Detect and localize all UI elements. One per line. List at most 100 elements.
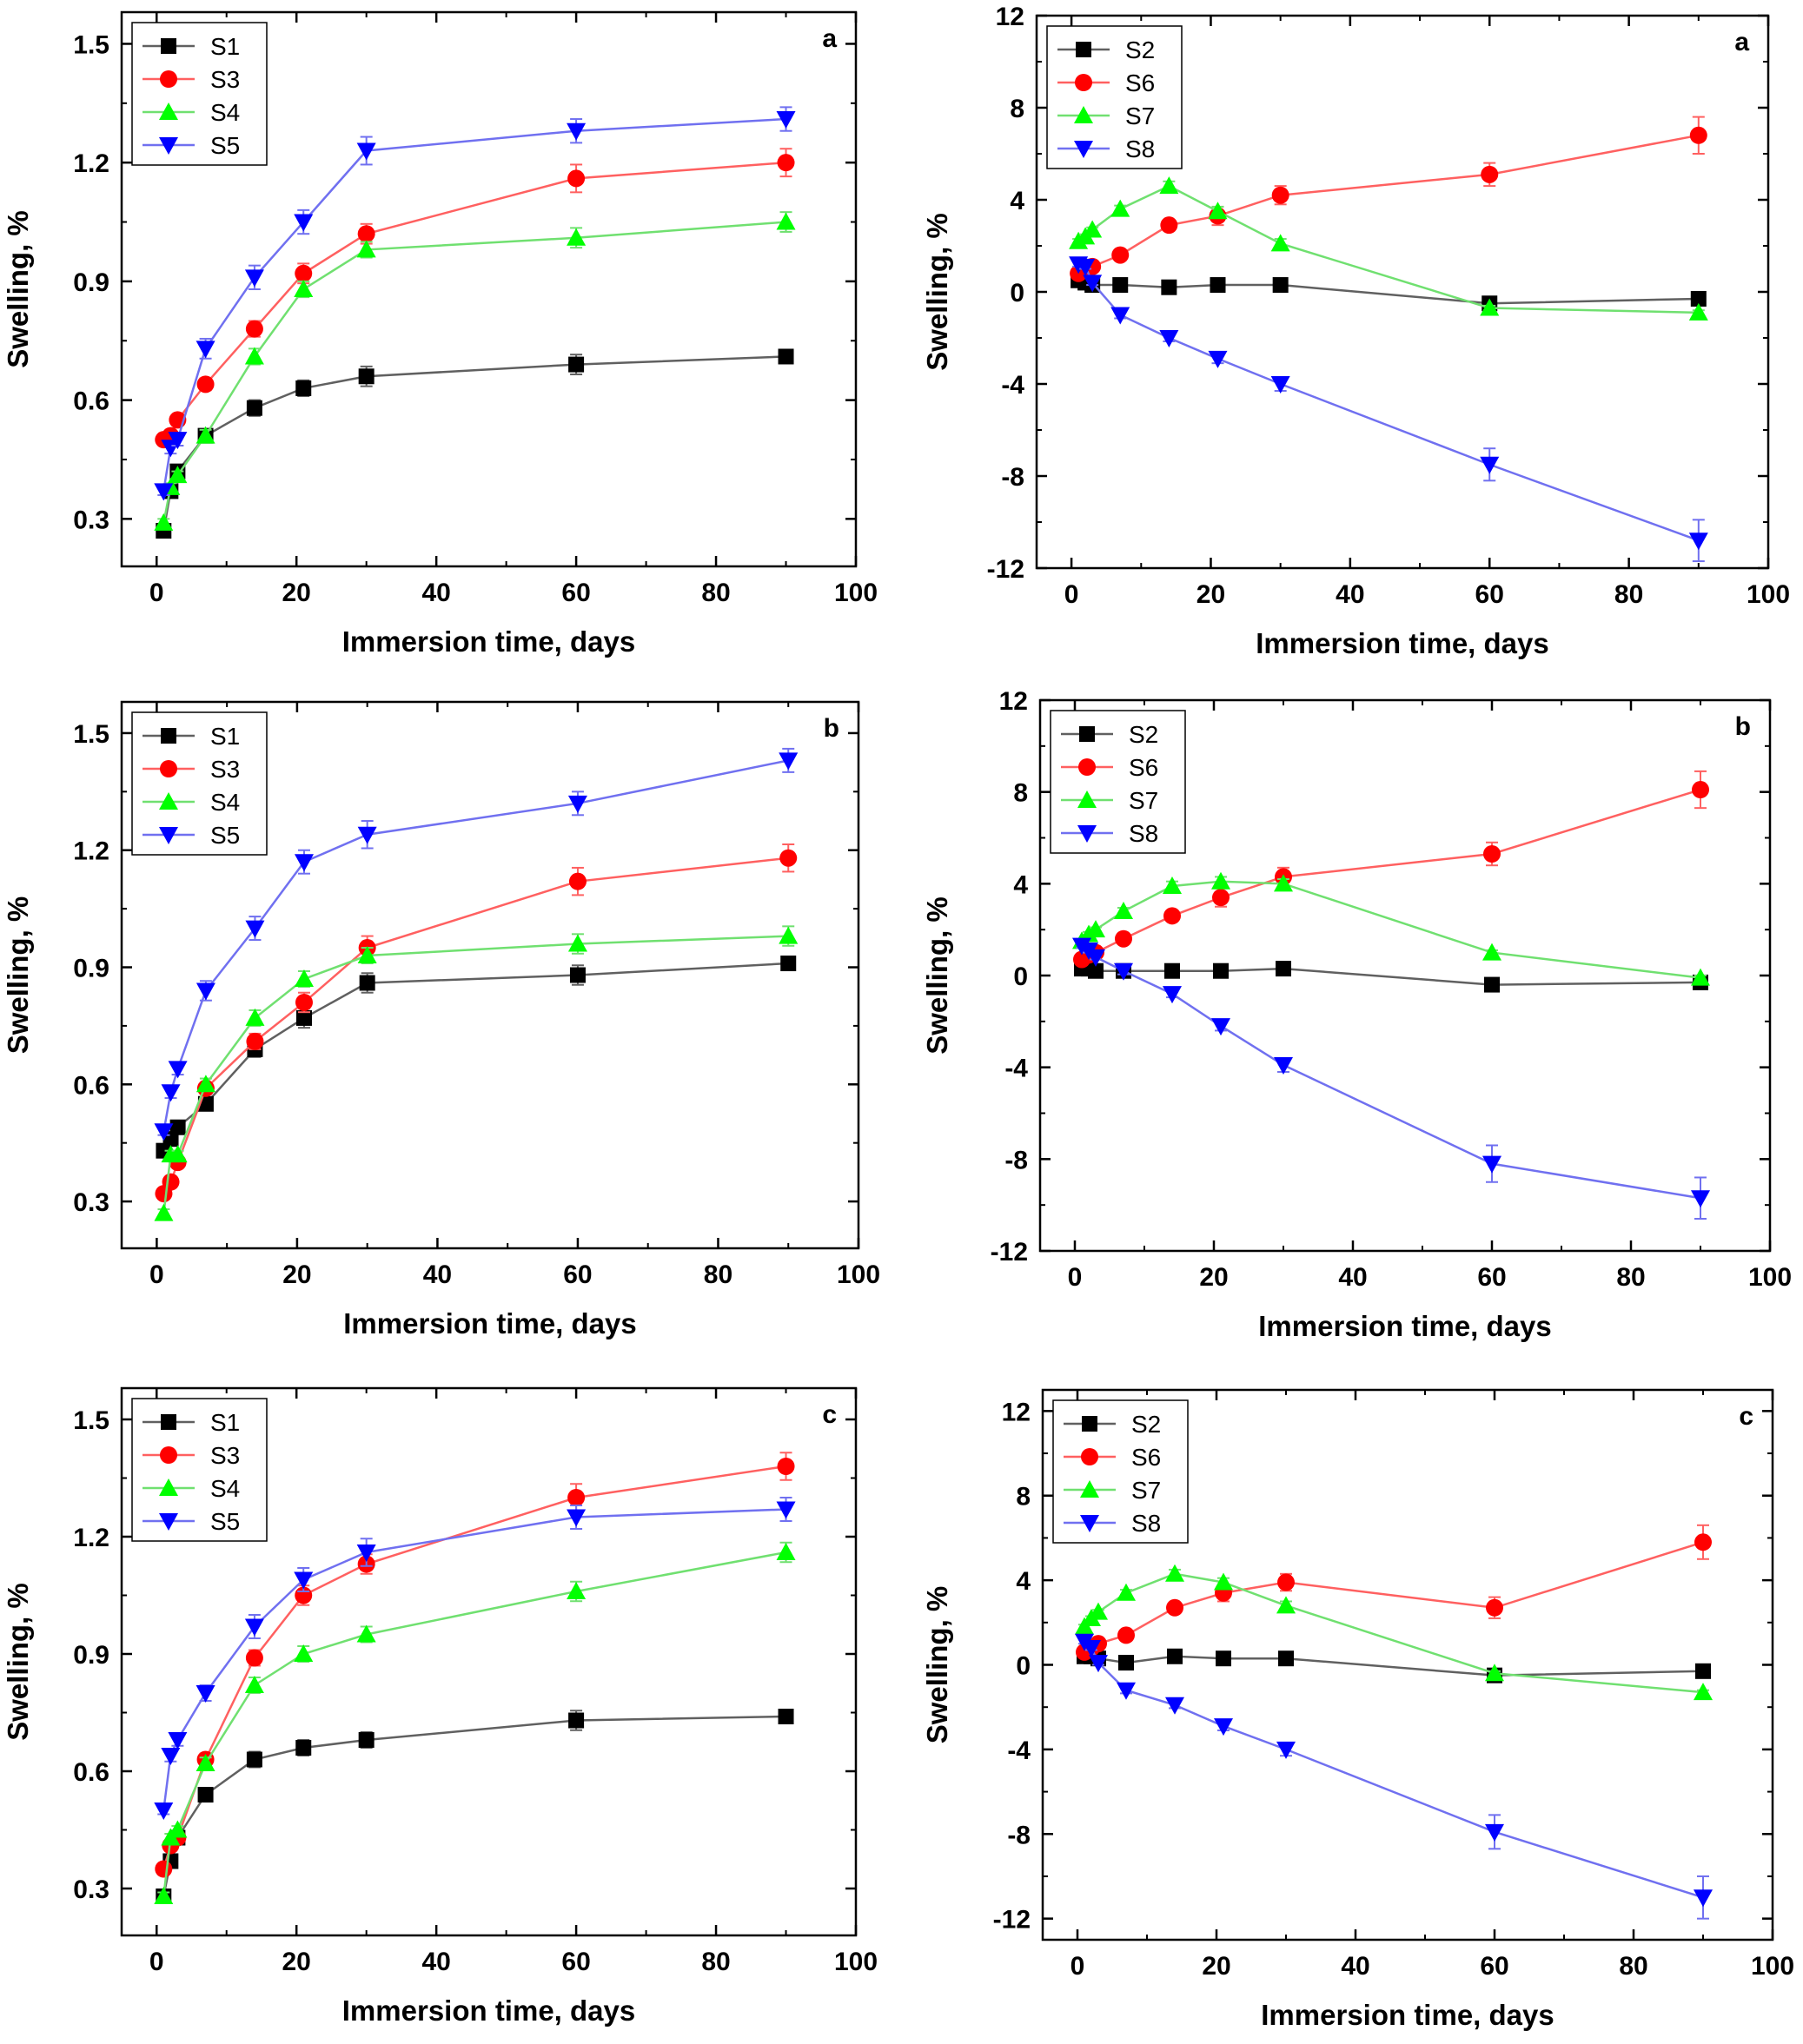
y-tick-label: 8 — [1016, 1483, 1031, 1512]
data-point — [1159, 330, 1179, 347]
data-point — [1276, 961, 1291, 977]
legend-label: S6 — [1125, 69, 1155, 96]
x-tick-label: 20 — [1199, 1263, 1228, 1292]
panel-letter: a — [822, 24, 837, 53]
data-point — [168, 1820, 188, 1838]
data-point — [779, 849, 798, 867]
data-point — [776, 1543, 796, 1560]
data-point — [196, 1754, 215, 1771]
y-tick-label: 8 — [1010, 95, 1024, 123]
data-point — [1083, 275, 1103, 293]
data-point — [567, 1509, 587, 1527]
data-point — [1110, 199, 1130, 217]
series-S4 — [154, 925, 799, 1221]
legend-label: S1 — [210, 723, 240, 750]
data-point — [197, 1787, 214, 1803]
legend-swatch-marker — [1079, 726, 1095, 742]
y-tick-label: 0.6 — [73, 1071, 109, 1100]
data-point — [1163, 907, 1181, 925]
y-tick-label: 1.5 — [73, 720, 109, 749]
data-point — [1214, 1718, 1233, 1736]
data-point — [295, 380, 312, 396]
x-tick-label: 60 — [1480, 1952, 1508, 1981]
y-tick-label: 4 — [1013, 870, 1028, 899]
data-point — [154, 483, 174, 501]
legend-swatch-marker — [1082, 1416, 1097, 1432]
legend-label: S3 — [210, 756, 240, 783]
data-point — [567, 1582, 587, 1599]
data-point — [295, 1009, 312, 1026]
data-point — [1117, 1682, 1136, 1700]
series-line — [162, 221, 786, 524]
data-point — [1271, 186, 1289, 204]
x-axis-title: Immersion time, days — [1256, 627, 1548, 659]
y-tick-label: 0.9 — [73, 1641, 109, 1670]
series-line — [1084, 1572, 1704, 1694]
data-point — [161, 1748, 181, 1765]
data-point — [1117, 1626, 1135, 1644]
data-point — [1480, 456, 1500, 474]
x-tick-label: 40 — [423, 1260, 452, 1289]
y-tick-label: 1.5 — [73, 1406, 109, 1435]
data-point — [244, 1618, 264, 1637]
data-point — [246, 400, 262, 416]
x-tick-label: 60 — [561, 579, 590, 607]
x-axis-title: Immersion time, days — [342, 1994, 635, 2027]
data-point — [168, 1145, 188, 1163]
series-line — [162, 161, 786, 441]
data-point — [1694, 1683, 1713, 1701]
legend-label: S2 — [1131, 1411, 1161, 1438]
series-S7 — [1075, 1564, 1713, 1701]
data-point — [244, 269, 264, 288]
panel-letter: a — [1734, 28, 1749, 56]
x-axis-title: Immersion time, days — [342, 625, 635, 658]
legend-label: S7 — [1131, 1477, 1161, 1504]
data-point — [1160, 216, 1178, 235]
data-point — [567, 795, 587, 813]
y-tick-label: -8 — [1001, 463, 1024, 492]
data-point — [567, 934, 587, 952]
data-point — [1089, 1602, 1108, 1620]
x-tick-label: 100 — [834, 579, 878, 607]
data-point — [244, 1676, 264, 1693]
y-tick-label: 8 — [1013, 779, 1028, 808]
data-point — [1114, 902, 1133, 920]
series-S5 — [154, 106, 796, 501]
data-point — [196, 982, 215, 1001]
data-point — [357, 826, 377, 844]
series-S5 — [154, 747, 799, 1141]
x-tick-label: 20 — [1196, 580, 1225, 609]
data-point — [245, 1008, 265, 1026]
x-axis-title: Immersion time, days — [1258, 1310, 1551, 1342]
data-point — [567, 169, 586, 188]
legend-swatch-marker — [1081, 1448, 1098, 1465]
data-point — [1115, 929, 1132, 948]
data-point — [196, 375, 215, 394]
panel-letter: b — [1735, 712, 1751, 741]
legend-label: S4 — [210, 99, 240, 126]
legend-label: S3 — [210, 1442, 240, 1469]
y-tick-label: 1.5 — [73, 30, 109, 59]
data-point — [154, 1203, 174, 1221]
legend-swatch-marker — [1077, 790, 1097, 808]
legend-box — [131, 1398, 268, 1542]
data-point — [162, 1173, 180, 1191]
y-tick-label: 0 — [1013, 962, 1028, 991]
data-point — [196, 426, 215, 444]
data-point — [1484, 976, 1500, 993]
legend-swatch-marker — [1074, 106, 1093, 123]
x-tick-label: 40 — [421, 1948, 450, 1976]
legend-label: S8 — [1129, 820, 1158, 847]
y-tick-label: 0.9 — [73, 268, 109, 297]
y-tick-label: 0.3 — [73, 1188, 109, 1217]
y-tick-label: 1.2 — [73, 837, 109, 866]
data-point — [1086, 920, 1105, 938]
y-tick-label: 12 — [999, 687, 1028, 716]
data-point — [358, 1732, 375, 1748]
x-tick-label: 0 — [1071, 1952, 1085, 1981]
data-point — [1208, 202, 1228, 220]
data-point — [1690, 290, 1707, 307]
x-tick-label: 80 — [1619, 1952, 1647, 1981]
data-point — [1083, 220, 1103, 238]
